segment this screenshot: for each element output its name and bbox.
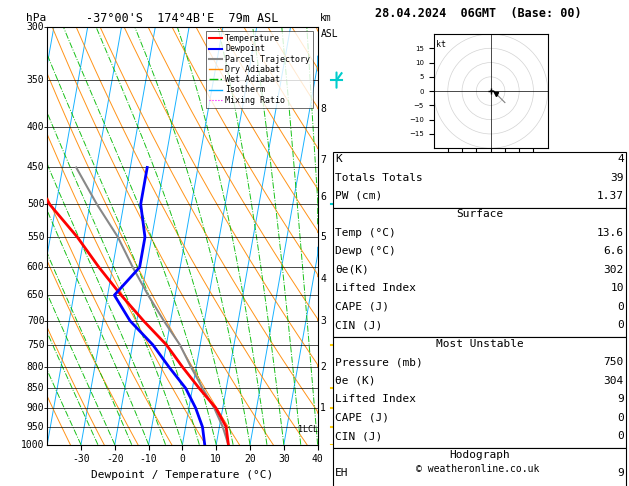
Text: ASL: ASL [320,29,338,39]
Text: Dewp (°C): Dewp (°C) [335,246,396,257]
Text: hPa: hPa [26,13,46,22]
Text: 3: 3 [320,316,326,326]
Text: 10: 10 [611,283,624,294]
Text: -37°00'S  174°4B'E  79m ASL: -37°00'S 174°4B'E 79m ASL [86,12,279,25]
Text: 900: 900 [27,403,45,413]
Text: 13.6: 13.6 [597,228,624,238]
Text: 750: 750 [604,357,624,367]
Text: CAPE (J): CAPE (J) [335,413,389,423]
Text: 0: 0 [617,302,624,312]
Text: 300: 300 [27,22,45,32]
Text: 1.37: 1.37 [597,191,624,201]
Text: CAPE (J): CAPE (J) [335,302,389,312]
Text: 1000: 1000 [21,440,45,450]
Text: 750: 750 [27,340,45,350]
Text: 400: 400 [27,122,45,132]
Text: Lifted Index: Lifted Index [335,283,416,294]
Text: 8: 8 [320,104,326,114]
Text: PW (cm): PW (cm) [335,191,382,201]
Text: 500: 500 [27,199,45,209]
Text: K: K [335,154,342,164]
Text: θe(K): θe(K) [335,265,369,275]
Text: 304: 304 [604,376,624,386]
X-axis label: Dewpoint / Temperature (°C): Dewpoint / Temperature (°C) [91,470,274,480]
Text: 550: 550 [27,232,45,242]
Text: km: km [320,13,332,22]
Text: Temp (°C): Temp (°C) [335,228,396,238]
Text: Lifted Index: Lifted Index [335,394,416,404]
Text: 700: 700 [27,316,45,326]
Text: 0: 0 [617,320,624,330]
Text: 850: 850 [27,383,45,393]
Text: 800: 800 [27,362,45,372]
Text: 650: 650 [27,290,45,300]
Text: 4: 4 [320,274,326,284]
Text: 450: 450 [27,162,45,173]
Text: θe (K): θe (K) [335,376,376,386]
Text: © weatheronline.co.uk: © weatheronline.co.uk [416,464,540,474]
Text: 6.6: 6.6 [604,246,624,257]
Text: Hodograph: Hodograph [449,450,510,460]
Text: 302: 302 [604,265,624,275]
Text: 600: 600 [27,262,45,272]
Text: 6: 6 [320,192,326,202]
Text: 350: 350 [27,75,45,85]
Text: 950: 950 [27,422,45,432]
Text: 9: 9 [617,394,624,404]
Text: 4: 4 [617,154,624,164]
Text: Mixing Ratio (g/kg): Mixing Ratio (g/kg) [339,180,349,292]
Text: kt: kt [437,40,447,49]
Text: Totals Totals: Totals Totals [335,173,423,183]
Legend: Temperature, Dewpoint, Parcel Trajectory, Dry Adiabat, Wet Adiabat, Isotherm, Mi: Temperature, Dewpoint, Parcel Trajectory… [206,31,313,108]
Text: 28.04.2024  06GMT  (Base: 00): 28.04.2024 06GMT (Base: 00) [375,7,581,20]
Text: 0: 0 [617,413,624,423]
Text: 1LCL: 1LCL [298,425,318,434]
Text: 0: 0 [617,431,624,441]
Text: Most Unstable: Most Unstable [436,339,523,349]
Text: CIN (J): CIN (J) [335,320,382,330]
Text: CIN (J): CIN (J) [335,431,382,441]
Text: 39: 39 [611,173,624,183]
Text: 2: 2 [320,362,326,372]
Text: EH: EH [335,468,348,478]
Text: Surface: Surface [456,209,503,220]
Text: 7: 7 [320,155,326,165]
Text: 5: 5 [320,232,326,242]
Text: 9: 9 [617,468,624,478]
Text: 1: 1 [320,403,326,413]
Text: Pressure (mb): Pressure (mb) [335,357,423,367]
